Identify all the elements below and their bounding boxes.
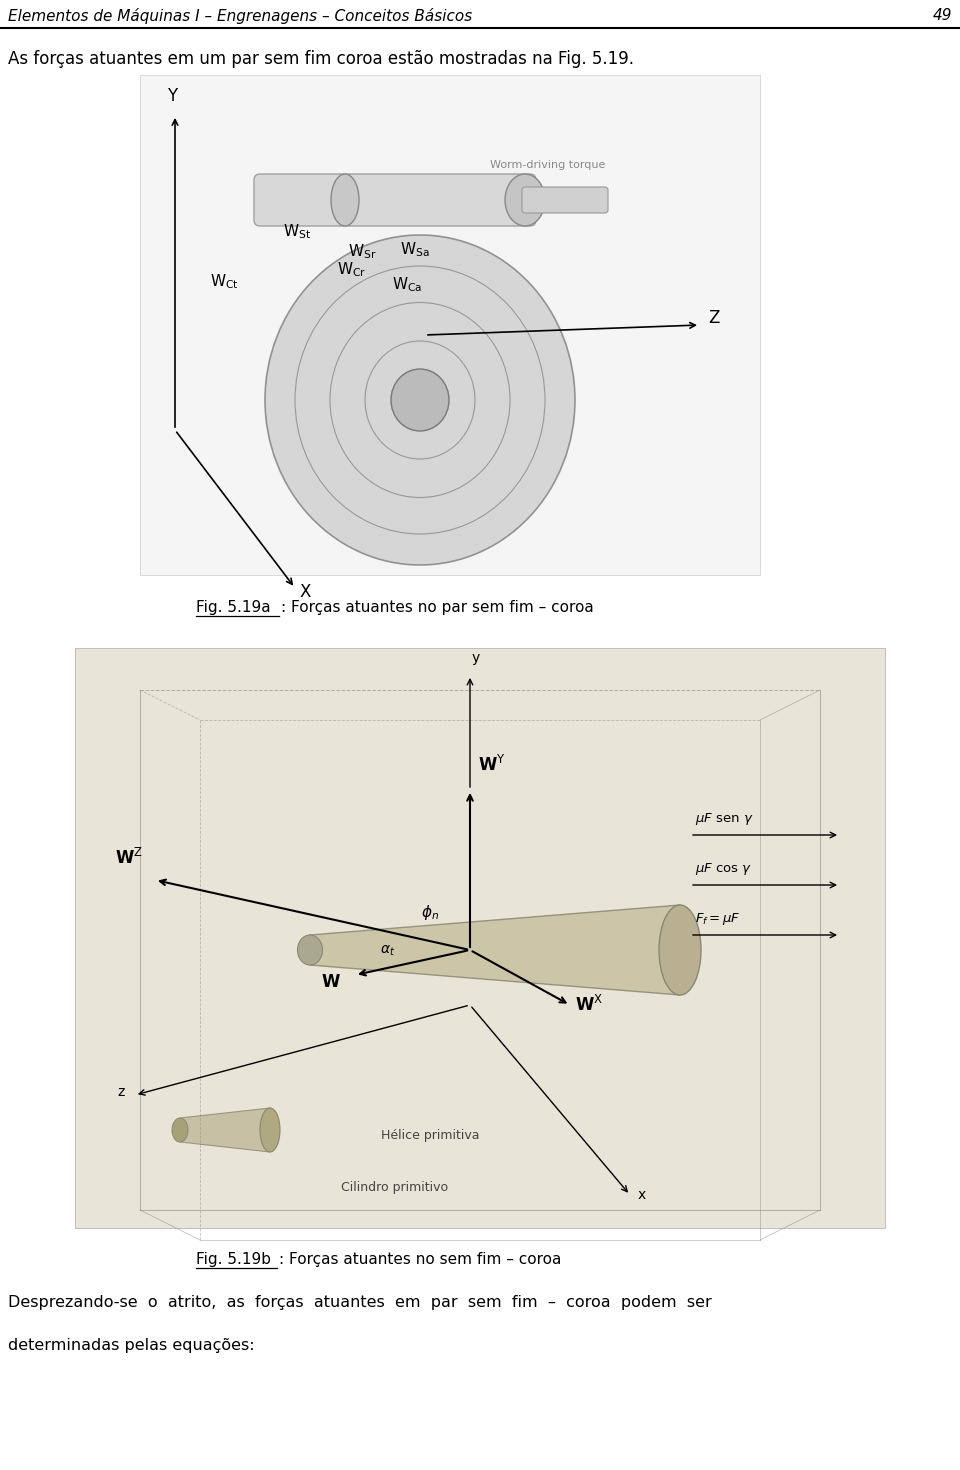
Text: Y: Y [167,87,177,104]
Text: 49: 49 [932,7,952,24]
Text: W$^{\rm Z}$: W$^{\rm Z}$ [115,848,143,867]
Text: $\mu F$ cos $\gamma$: $\mu F$ cos $\gamma$ [695,861,753,878]
Text: W$_{\rm Sa}$: W$_{\rm Sa}$ [400,241,429,259]
Ellipse shape [172,1119,188,1142]
Text: $\phi_n$: $\phi_n$ [421,903,439,922]
Text: Desprezando-se  o  atrito,  as  forças  atuantes  em  par  sem  fim  –  coroa  p: Desprezando-se o atrito, as forças atuan… [8,1295,711,1310]
Text: W$_{\rm Sr}$: W$_{\rm Sr}$ [348,243,376,262]
Text: y: y [472,651,480,664]
Polygon shape [180,1108,270,1152]
Ellipse shape [659,906,701,995]
Text: determinadas pelas equações:: determinadas pelas equações: [8,1338,254,1352]
Text: W$_{\rm Ca}$: W$_{\rm Ca}$ [392,276,422,294]
Text: Worm-driving torque: Worm-driving torque [490,160,606,171]
Text: Fig. 5.19a: Fig. 5.19a [196,600,271,614]
Ellipse shape [265,235,575,564]
Text: W$_{\rm Ct}$: W$_{\rm Ct}$ [210,272,239,291]
FancyBboxPatch shape [75,648,885,1227]
Text: W$_{\rm St}$: W$_{\rm St}$ [283,222,311,241]
Text: Elementos de Máquinas I – Engrenagens – Conceitos Básicos: Elementos de Máquinas I – Engrenagens – … [8,7,472,24]
Text: x: x [638,1188,646,1202]
Text: X: X [300,584,311,601]
Text: : Forças atuantes no sem fim – coroa: : Forças atuantes no sem fim – coroa [279,1252,562,1267]
Ellipse shape [331,173,359,226]
Text: W$^{\rm Y}$: W$^{\rm Y}$ [478,756,506,775]
Ellipse shape [505,173,545,226]
Text: : Forças atuantes no par sem fim – coroa: : Forças atuantes no par sem fim – coroa [281,600,593,614]
Text: $F_f = \mu F$: $F_f = \mu F$ [695,911,741,928]
FancyBboxPatch shape [522,187,608,213]
FancyBboxPatch shape [254,173,536,226]
Text: Cilindro primitivo: Cilindro primitivo [342,1182,448,1195]
Ellipse shape [391,369,449,431]
Text: $\alpha_t$: $\alpha_t$ [380,944,396,958]
Text: W$^{\rm X}$: W$^{\rm X}$ [575,995,603,1014]
Text: As forças atuantes em um par sem fim coroa estão mostradas na Fig. 5.19.: As forças atuantes em um par sem fim cor… [8,50,634,68]
Text: W: W [322,973,340,991]
Text: Hélice primitiva: Hélice primitiva [381,1129,479,1142]
FancyBboxPatch shape [140,75,760,575]
Text: Z: Z [708,309,719,326]
Text: Fig. 5.19b: Fig. 5.19b [196,1252,271,1267]
Polygon shape [310,906,680,995]
Ellipse shape [260,1108,280,1152]
Text: W$_{\rm Cr}$: W$_{\rm Cr}$ [337,260,366,279]
Text: z: z [118,1085,125,1100]
Text: $\mu F$ sen $\gamma$: $\mu F$ sen $\gamma$ [695,811,754,828]
Ellipse shape [298,935,323,964]
